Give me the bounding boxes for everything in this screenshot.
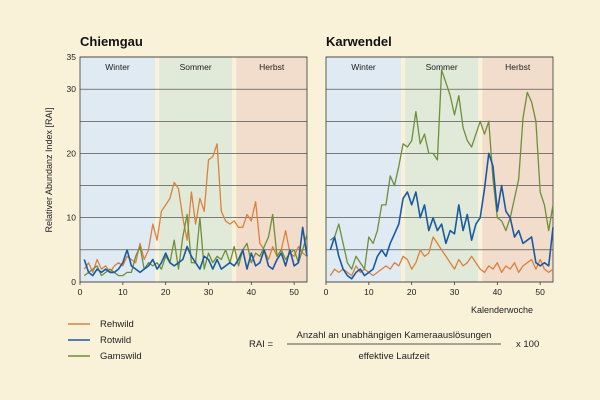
series-line-gamswild	[329, 69, 554, 270]
x-tick-label: 30	[204, 287, 214, 297]
x-tick-label: 20	[407, 287, 417, 297]
formula-numerator: Anzahl an unabhängigen Kameraauslösungen	[297, 330, 492, 341]
panel-karwendel: Karwendel Winter Sommer Herbst 0 10 20 30 40 50	[324, 34, 554, 297]
season-label-sommer: Sommer	[426, 62, 458, 72]
season-label-winter: Winter	[105, 62, 130, 72]
season-band-winter	[80, 57, 155, 282]
x-tick-label: 0	[78, 287, 83, 297]
x-axis-label: Kalenderwoche	[471, 305, 533, 315]
series-line-rotwild	[329, 152, 554, 280]
x-tick-label: 40	[493, 287, 503, 297]
x-tick-label: 50	[535, 287, 545, 297]
season-band-herbst	[236, 57, 307, 282]
series-line-rehwild	[329, 236, 554, 277]
panel-title: Karwendel	[326, 34, 392, 49]
x-tick-label: 10	[364, 287, 374, 297]
season-band-sommer	[405, 57, 479, 282]
panel-title: Chiemgau	[80, 34, 143, 49]
y-tick-label: 0	[71, 277, 76, 287]
series-line-rotwild	[83, 226, 308, 277]
x-tick-label: 20	[161, 287, 171, 297]
formula-denominator: effektive Laufzeit	[358, 351, 429, 362]
y-tick-label: 10	[67, 213, 77, 223]
x-tick-label: 30	[450, 287, 460, 297]
rai-formula: RAI = Anzahl an unabhängigen Kameraauslö…	[249, 330, 539, 362]
y-tick-label: 35	[67, 52, 77, 62]
x-tick-label: 40	[247, 287, 257, 297]
legend-label-rotwild: Rotwild	[100, 335, 131, 346]
plot-frame	[325, 56, 554, 283]
y-axis-label: Relativer Abundanz Index [RAI]	[44, 107, 54, 232]
season-band-winter	[326, 57, 401, 282]
x-tick-label: 0	[324, 287, 329, 297]
formula-lhs: RAI =	[249, 339, 273, 350]
season-band-sommer	[159, 57, 233, 282]
season-label-herbst: Herbst	[259, 62, 285, 72]
panel-chiemgau: Chiemgau Winter Sommer Herbst 0 10 20 30 35 0 10 20…	[67, 34, 308, 297]
formula-factor: x 100	[516, 339, 539, 350]
x-tick-label: 10	[118, 287, 128, 297]
season-label-sommer: Sommer	[180, 62, 212, 72]
season-label-winter: Winter	[351, 62, 376, 72]
plot-frame	[79, 56, 308, 283]
legend-label-rehwild: Rehwild	[100, 319, 134, 330]
season-label-herbst: Herbst	[505, 62, 531, 72]
y-tick-label: 30	[67, 84, 77, 94]
y-tick-label: 20	[67, 148, 77, 158]
legend: Rehwild Rotwild Gamswild	[68, 319, 142, 362]
legend-label-gamswild: Gamswild	[100, 351, 142, 362]
x-tick-label: 50	[289, 287, 299, 297]
